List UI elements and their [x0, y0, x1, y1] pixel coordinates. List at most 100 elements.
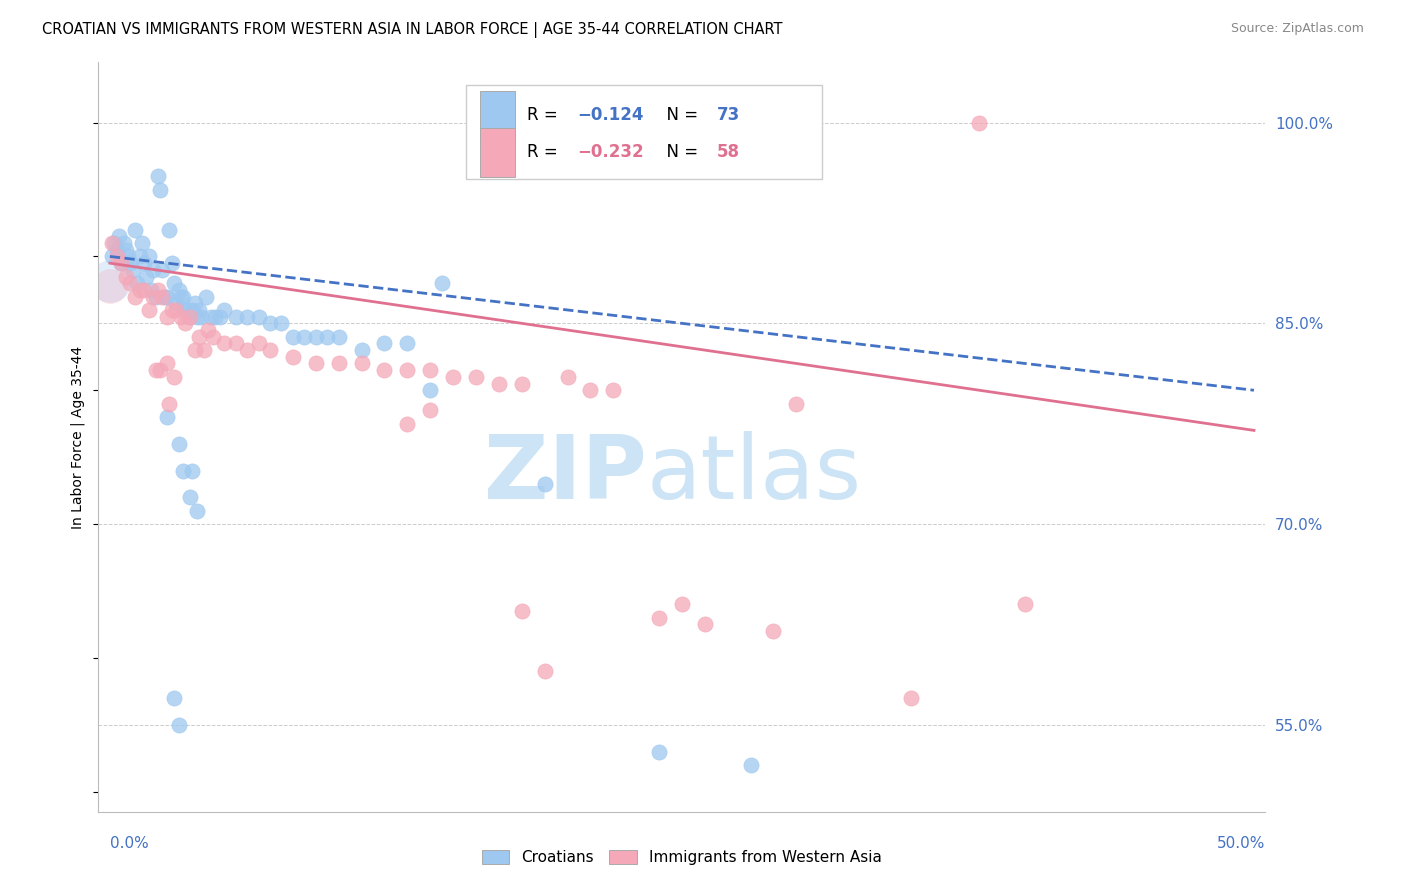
Point — [101, 249, 124, 263]
Point — [115, 243, 138, 257]
Text: CROATIAN VS IMMIGRANTS FROM WESTERN ASIA IN LABOR FORCE | AGE 35-44 CORRELATION : CROATIAN VS IMMIGRANTS FROM WESTERN ASIA… — [42, 22, 783, 38]
Point — [108, 229, 131, 244]
Point — [156, 356, 179, 371]
Point — [247, 310, 270, 324]
Point — [98, 273, 121, 287]
Point — [430, 276, 453, 290]
Point — [127, 276, 149, 290]
Point — [533, 476, 555, 491]
Point — [328, 356, 350, 371]
Text: 50.0%: 50.0% — [1218, 836, 1265, 851]
Point — [163, 369, 186, 384]
Point — [163, 690, 186, 705]
Point — [281, 350, 304, 364]
Point — [510, 604, 533, 618]
Point — [197, 323, 219, 337]
Point — [214, 336, 236, 351]
Point — [186, 503, 208, 517]
Point — [149, 182, 172, 196]
Point — [142, 289, 165, 303]
Point — [602, 383, 624, 397]
Point — [146, 169, 169, 183]
Point — [121, 262, 143, 277]
Point — [172, 289, 194, 303]
Point — [740, 757, 762, 772]
Point — [533, 664, 555, 679]
Point — [969, 115, 991, 129]
Point — [138, 302, 160, 317]
Point — [101, 235, 124, 250]
Point — [139, 283, 162, 297]
Point — [236, 343, 259, 357]
Point — [316, 330, 339, 344]
Text: 0.0%: 0.0% — [110, 836, 149, 851]
Point — [183, 296, 205, 310]
Point — [170, 310, 193, 324]
Point — [259, 316, 281, 330]
Legend: Croatians, Immigrants from Western Asia: Croatians, Immigrants from Western Asia — [475, 844, 889, 871]
Text: −0.232: −0.232 — [576, 144, 644, 161]
Point — [176, 302, 198, 317]
Point — [900, 690, 922, 705]
Point — [350, 356, 373, 371]
Text: N =: N = — [657, 106, 703, 124]
Point — [156, 310, 179, 324]
Point — [105, 243, 128, 257]
Point — [441, 369, 464, 384]
Bar — [479, 128, 515, 177]
Point — [138, 249, 160, 263]
Point — [488, 376, 510, 391]
Point — [157, 222, 180, 236]
Point — [396, 336, 419, 351]
Text: N =: N = — [657, 144, 703, 161]
Point — [157, 396, 180, 410]
Point — [328, 330, 350, 344]
Point — [188, 330, 211, 344]
Point — [201, 330, 224, 344]
Point — [146, 283, 169, 297]
Point — [183, 343, 205, 357]
Text: 58: 58 — [717, 144, 740, 161]
Point — [124, 289, 146, 303]
Text: R =: R = — [527, 106, 562, 124]
Point — [247, 336, 270, 351]
Point — [105, 249, 128, 263]
Point — [131, 235, 153, 250]
Point — [103, 235, 125, 250]
Point — [98, 278, 121, 293]
Point — [181, 464, 204, 478]
Point — [142, 262, 165, 277]
Text: Source: ZipAtlas.com: Source: ZipAtlas.com — [1230, 22, 1364, 36]
Point — [510, 376, 533, 391]
Point — [190, 310, 212, 324]
Point — [225, 310, 247, 324]
Point — [373, 363, 395, 377]
Point — [396, 417, 419, 431]
Point — [281, 330, 304, 344]
Point — [292, 330, 315, 344]
Point — [167, 283, 190, 297]
Point — [134, 256, 156, 270]
Point — [579, 383, 602, 397]
Point — [117, 249, 139, 263]
Point — [110, 256, 132, 270]
Point — [128, 249, 150, 263]
Point — [110, 256, 132, 270]
Point — [305, 356, 328, 371]
Point — [112, 235, 135, 250]
Point — [204, 310, 226, 324]
Point — [236, 310, 259, 324]
Point — [152, 262, 174, 277]
Point — [174, 302, 197, 317]
Point — [373, 336, 395, 351]
Point — [174, 316, 197, 330]
Point — [179, 490, 201, 504]
Point — [259, 343, 281, 357]
Point — [419, 403, 441, 417]
Point — [145, 289, 167, 303]
Point — [193, 343, 215, 357]
Point — [214, 302, 236, 317]
Point — [225, 336, 247, 351]
Point — [135, 269, 157, 284]
Point — [128, 283, 150, 297]
